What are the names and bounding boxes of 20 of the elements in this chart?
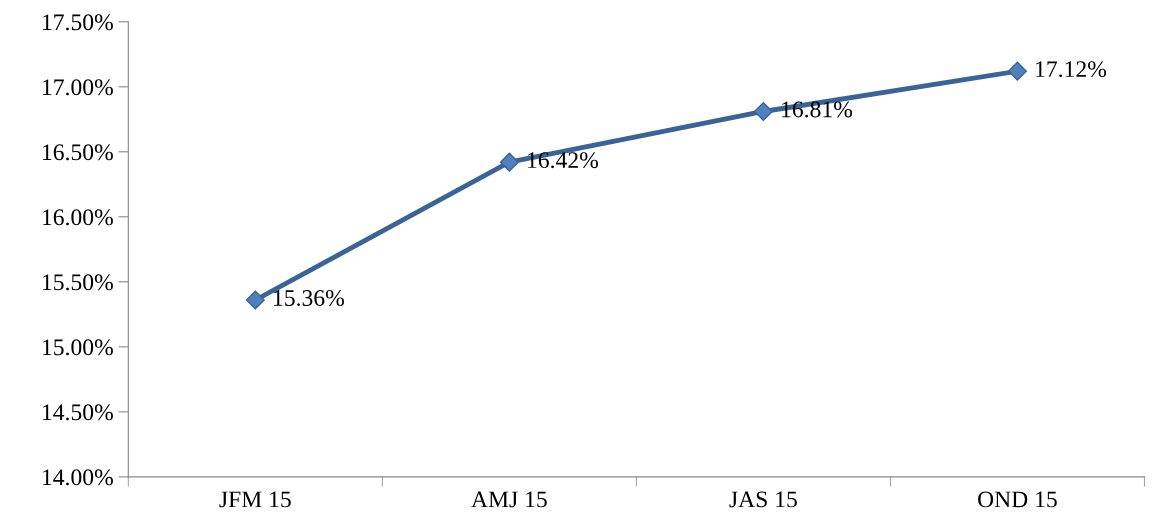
point xyxy=(245,290,265,310)
y-tick-label: 15.50% xyxy=(43,274,113,291)
point xyxy=(1007,61,1027,81)
data-label: 17.12% xyxy=(1036,61,1107,78)
y-tick-label: 17.00% xyxy=(43,79,113,96)
y-tick-label: 16.00% xyxy=(43,209,113,226)
data-label: 16.81% xyxy=(782,101,853,118)
x-tick-label: JAS 15 xyxy=(729,491,797,508)
data-label: 15.36% xyxy=(274,289,344,307)
point xyxy=(499,152,519,172)
x-tick-label: OND 15 xyxy=(978,491,1057,508)
data-label: 16.42% xyxy=(528,152,599,169)
y-tick-label: 14.50% xyxy=(43,404,113,421)
y-tick-label: 17.50% xyxy=(43,14,113,31)
y-tick-label: 16.50% xyxy=(43,144,113,161)
y-tick-label: 14.00% xyxy=(43,469,113,486)
x-tick-label: JFM 15 xyxy=(219,491,291,508)
x-tick-label: AMJ 15 xyxy=(471,491,547,508)
y-tick-label: 15.00% xyxy=(43,339,113,356)
point xyxy=(753,101,773,122)
